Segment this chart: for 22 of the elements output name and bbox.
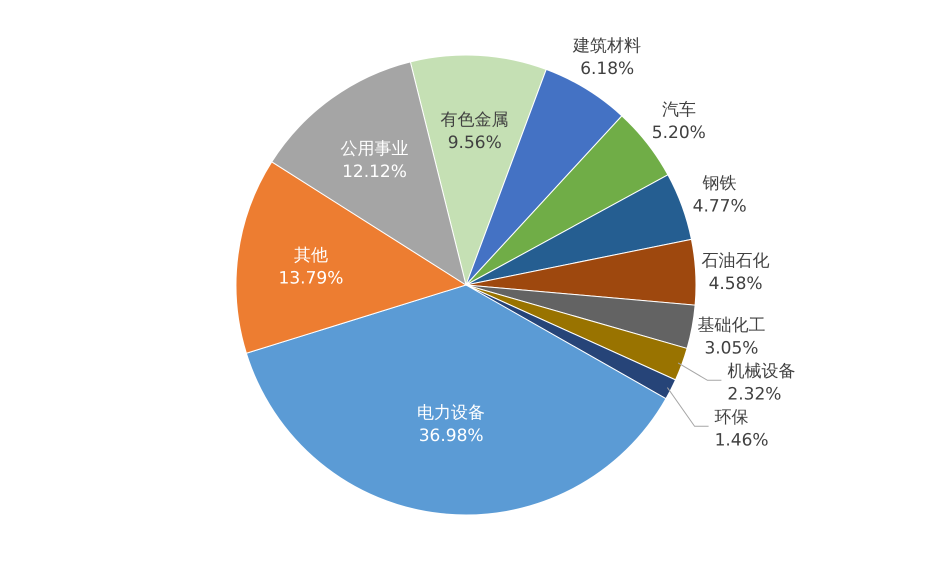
- data-label: 9.56%: [448, 132, 502, 153]
- data-label: 1.46%: [714, 430, 769, 450]
- data-label: 3.05%: [704, 338, 758, 358]
- data-label: 13.79%: [278, 268, 344, 288]
- slice-label: 有色金属: [440, 110, 509, 130]
- data-label: 4.77%: [692, 196, 747, 216]
- slice-label: 钢铁: [702, 173, 737, 194]
- slice-label: 公用事业: [340, 139, 408, 160]
- data-label: 6.18%: [580, 58, 634, 79]
- data-label: 36.98%: [418, 426, 484, 446]
- data-label: 12.12%: [342, 162, 407, 182]
- slice-label: 其他: [294, 245, 328, 266]
- slice-label: 建筑材料: [572, 36, 642, 56]
- slice-label: 机械设备: [727, 361, 796, 382]
- data-label: 5.20%: [652, 122, 706, 143]
- slice-label: 汽车: [662, 100, 696, 120]
- slice-label: 电力设备: [417, 403, 486, 424]
- data-label: 2.32%: [727, 384, 782, 404]
- slice-label: 石油石化: [702, 250, 770, 271]
- slice-label: 基础化工: [697, 315, 766, 336]
- slice-label: 环保: [714, 407, 749, 428]
- data-label: 4.58%: [708, 274, 763, 294]
